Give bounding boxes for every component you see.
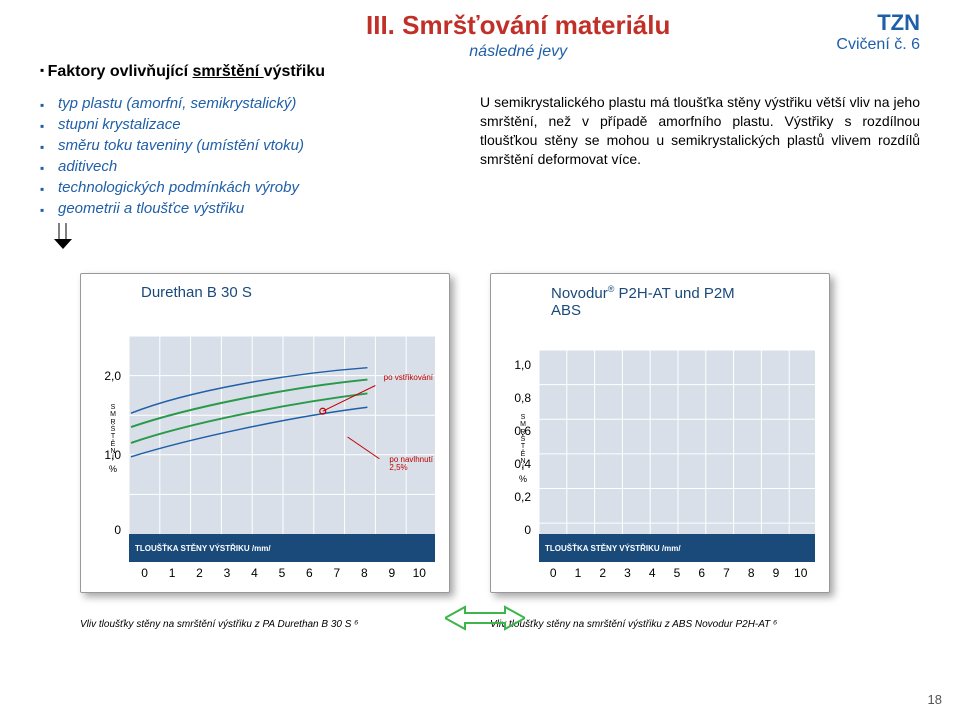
chart-durethan: Durethan B 30 S 2,01,00 SMRŠTĚNÍ%	[80, 273, 450, 593]
chart-right-plot	[539, 350, 815, 534]
x-axis-label: TLOUŠŤKA STĚNY VÝSTŘIKU /mm/	[135, 544, 271, 553]
page-number: 18	[928, 692, 942, 707]
factors-heading: ▪ Faktory ovlivňující smrštění výstřiku	[40, 63, 920, 81]
x-axis-label: TLOUŠŤKA STĚNY VÝSTŘIKU /mm/	[545, 544, 681, 553]
chart-left-title: Durethan B 30 S	[81, 274, 449, 301]
page-title: III. Smršťování materiálu	[200, 10, 836, 41]
list-item: geometrii a tloušťce výstřiku	[40, 198, 440, 219]
caption-right: Vliv tloušťky stěny na smrštění výstřiku…	[490, 619, 830, 630]
list-item: aditivech	[40, 156, 440, 177]
list-item: směru toku taveniny (umístění vtoku)	[40, 135, 440, 156]
explanation-text: U semikrystalického plastu má tloušťka s…	[480, 93, 920, 255]
y-axis-label: SMRŠTĚNÍ%	[109, 404, 117, 474]
chart-novodur: Novodur® P2H-AT und P2M ABS 1,00,80,60,4…	[490, 273, 830, 593]
chart-anno-bottom: po navlhnutí 2,5%	[389, 456, 433, 473]
chart-right-title: Novodur® P2H-AT und P2M ABS	[491, 274, 829, 319]
double-arrow-icon	[445, 605, 525, 636]
chart-left-plot	[129, 336, 435, 534]
list-item: typ plastu (amorfní, semikrystalický)	[40, 93, 440, 114]
list-item: stupni krystalizace	[40, 114, 440, 135]
corner-code: TZN	[836, 10, 920, 36]
chart-anno-top: po vstřikování	[384, 374, 433, 382]
factors-bullet-list: typ plastu (amorfní, semikrystalický) st…	[40, 93, 440, 219]
caption-left: Vliv tloušťky stěny na smrštění výstřiku…	[80, 619, 450, 630]
corner-exercise: Cvičení č. 6	[836, 36, 920, 54]
y-axis-label: SMRŠTĚNÍ%	[519, 414, 527, 484]
list-item: technologických podmínkách výroby	[40, 177, 440, 198]
down-arrow-icon	[54, 223, 440, 255]
page-subtitle: následné jevy	[200, 43, 836, 61]
